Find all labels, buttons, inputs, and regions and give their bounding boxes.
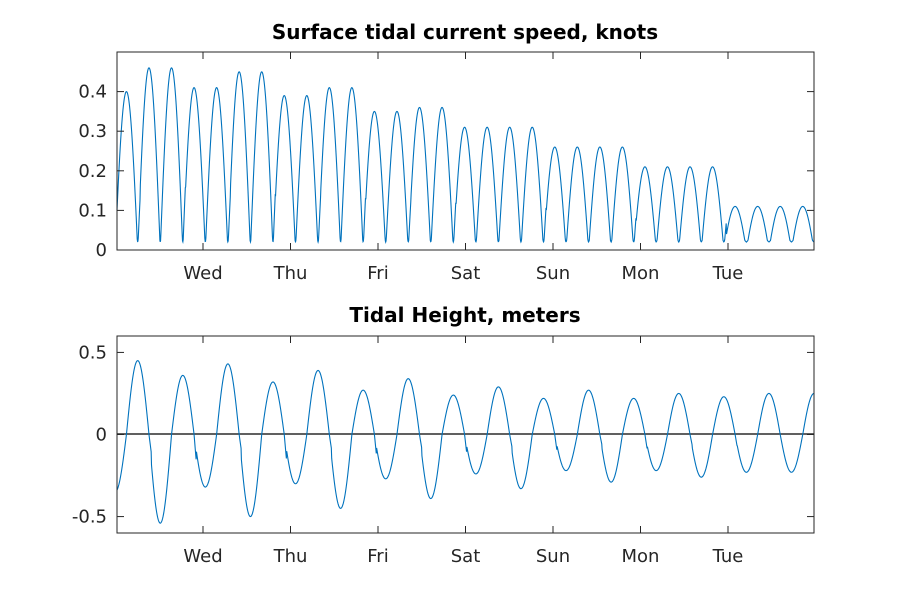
x-tick-label-mon: Mon — [622, 546, 660, 567]
x-tick-label-tue: Tue — [712, 263, 744, 284]
current-speed-y-ticks: 0 0.1 0.2 0.3 0.4 — [78, 82, 814, 261]
x-tick-label-wed: Wed — [183, 546, 222, 567]
x-tick-label-mon: Mon — [622, 263, 660, 284]
y-tick-label: 0 — [96, 425, 107, 446]
current-speed-x-ticks: Wed Thu Fri Sat Sun Mon Tue — [183, 52, 743, 284]
x-tick-label-wed: Wed — [183, 263, 222, 284]
y-tick-label: 0.3 — [78, 121, 107, 142]
tidal-height-plot-area — [116, 360, 815, 524]
y-tick-label: 0.2 — [78, 161, 107, 182]
tidal-height-y-ticks: -0.5 0 0.5 — [72, 342, 814, 528]
tidal-height-x-ticks: Wed Thu Fri Sat Sun Mon Tue — [183, 336, 743, 567]
tidal-height-title: Tidal Height, meters — [349, 303, 580, 327]
current-speed-plot-area — [116, 67, 815, 245]
x-tick-label-sun: Sun — [536, 546, 570, 567]
x-tick-label-thu: Thu — [273, 263, 308, 284]
x-tick-label-sat: Sat — [451, 546, 481, 567]
y-tick-label: 0.1 — [78, 200, 107, 221]
x-tick-label-fri: Fri — [367, 263, 388, 284]
y-tick-label: 0.5 — [78, 342, 107, 363]
current-speed-series-line — [116, 67, 815, 245]
y-tick-label: 0.4 — [78, 82, 107, 103]
x-tick-label-sat: Sat — [451, 263, 481, 284]
tidal-height-series-line — [116, 360, 815, 524]
current-speed-panel: Surface tidal current speed, knots 00.10… — [78, 20, 815, 284]
current-speed-axes-box — [116, 51, 815, 251]
current-speed-title: Surface tidal current speed, knots — [272, 20, 658, 44]
x-tick-label-sun: Sun — [536, 263, 570, 284]
tidal-height-panel: Tidal Height, meters -0.5 0 0.5 Wed Thu Fri S… — [72, 303, 815, 567]
y-tick-label: -0.5 — [72, 507, 107, 528]
x-tick-label-tue: Tue — [712, 546, 744, 567]
x-tick-label-thu: Thu — [273, 546, 308, 567]
y-tick-label: 0 — [96, 240, 107, 261]
x-tick-label-fri: Fri — [367, 546, 388, 567]
